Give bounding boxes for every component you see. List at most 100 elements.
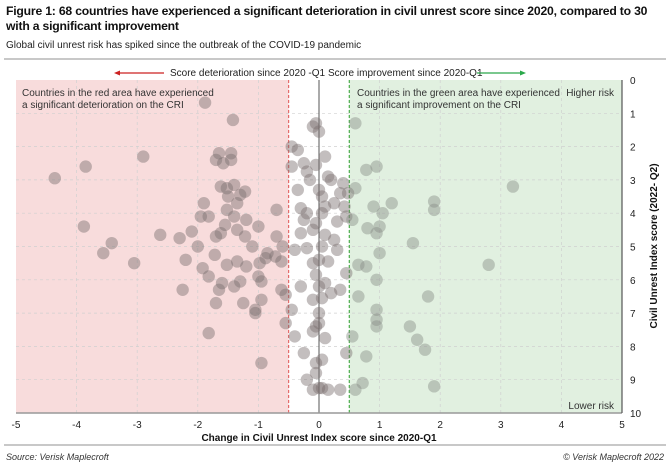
deterioration-arrowhead-icon	[114, 70, 120, 76]
data-point	[221, 190, 235, 203]
data-point	[202, 270, 215, 283]
data-point	[269, 250, 282, 263]
data-point	[238, 185, 252, 198]
data-point	[506, 180, 520, 193]
data-point	[318, 276, 332, 290]
x-tick-label: 3	[498, 420, 504, 431]
data-point	[370, 226, 383, 240]
deterioration-arrow-label: Score deterioration since 2020 -Q1	[170, 68, 326, 79]
data-point	[255, 356, 268, 370]
data-point	[270, 230, 283, 243]
y-tick-label: 4	[630, 209, 636, 220]
data-point	[303, 173, 317, 187]
data-point	[370, 303, 383, 316]
y-tick-label: 5	[630, 243, 636, 254]
red-area	[16, 80, 289, 413]
data-point	[179, 253, 192, 267]
data-point	[246, 240, 259, 253]
y-tick-label: 10	[630, 409, 642, 420]
data-point	[196, 261, 209, 275]
data-point	[373, 246, 386, 260]
data-point	[318, 150, 332, 163]
data-point	[224, 147, 238, 160]
data-point	[209, 296, 223, 310]
data-point	[218, 218, 232, 232]
data-point	[360, 163, 373, 177]
data-point	[215, 276, 229, 290]
data-point	[255, 293, 268, 306]
data-point	[176, 283, 189, 296]
data-point	[334, 283, 347, 296]
data-point	[373, 220, 386, 233]
x-tick-label: 0	[316, 420, 322, 431]
data-point	[356, 376, 369, 390]
higher-risk-label: Higher risk	[566, 88, 615, 99]
data-point	[312, 183, 326, 197]
data-point	[212, 147, 226, 160]
data-point	[315, 207, 329, 220]
data-point	[315, 353, 329, 366]
data-point	[224, 153, 238, 167]
y-tick-label: 7	[630, 309, 636, 320]
data-point	[285, 160, 298, 173]
x-tick-label: -4	[72, 420, 81, 431]
data-point	[105, 236, 118, 250]
data-point	[312, 280, 326, 293]
data-point	[312, 253, 326, 267]
data-point	[77, 220, 91, 233]
data-point	[337, 177, 350, 190]
data-point	[340, 266, 353, 280]
data-point	[312, 125, 326, 138]
red-area-annotation-line-1: Countries in the red area have experienc…	[22, 88, 214, 99]
source-note: Source: Verisk Maplecroft	[6, 452, 109, 462]
data-point	[334, 187, 347, 200]
data-point	[315, 291, 329, 305]
data-point	[291, 183, 304, 197]
data-point	[403, 320, 417, 333]
data-point	[276, 240, 289, 253]
data-point	[312, 306, 326, 320]
data-point	[312, 381, 326, 395]
data-point	[370, 160, 383, 173]
data-point	[237, 296, 250, 310]
data-point	[227, 178, 241, 192]
x-tick-label: -2	[193, 420, 202, 431]
y-tick-label: 1	[630, 109, 636, 120]
data-point	[230, 223, 244, 237]
data-point	[309, 268, 323, 282]
x-axis-title: Change in Civil Unrest Index score since…	[201, 433, 437, 444]
x-tick-label: -3	[133, 420, 142, 431]
data-point	[79, 160, 92, 173]
y-tick-label: 3	[630, 176, 636, 187]
data-point	[330, 215, 344, 228]
data-point	[297, 346, 311, 360]
data-point	[230, 255, 244, 268]
data-point	[349, 117, 362, 130]
data-point	[261, 246, 274, 260]
data-point	[352, 290, 365, 303]
data-point	[315, 190, 329, 203]
data-point	[240, 260, 253, 273]
data-point	[249, 303, 262, 316]
data-point	[300, 207, 314, 220]
data-point	[275, 255, 288, 268]
data-point	[327, 233, 341, 247]
data-point	[338, 200, 351, 213]
data-point	[349, 383, 362, 396]
data-point	[253, 256, 266, 270]
data-point	[309, 366, 323, 380]
data-point	[346, 330, 359, 343]
data-point	[252, 270, 265, 283]
data-point	[300, 165, 314, 178]
data-point	[330, 243, 344, 257]
data-point	[285, 303, 298, 316]
data-point	[288, 330, 301, 343]
data-point	[255, 275, 268, 288]
green-area-annotation-line-1: Countries in the green area have experie…	[357, 88, 560, 99]
data-point	[309, 356, 323, 370]
data-point	[300, 241, 314, 255]
data-point	[214, 180, 228, 193]
data-point	[154, 228, 167, 242]
data-point	[275, 283, 288, 296]
data-point	[220, 182, 234, 195]
